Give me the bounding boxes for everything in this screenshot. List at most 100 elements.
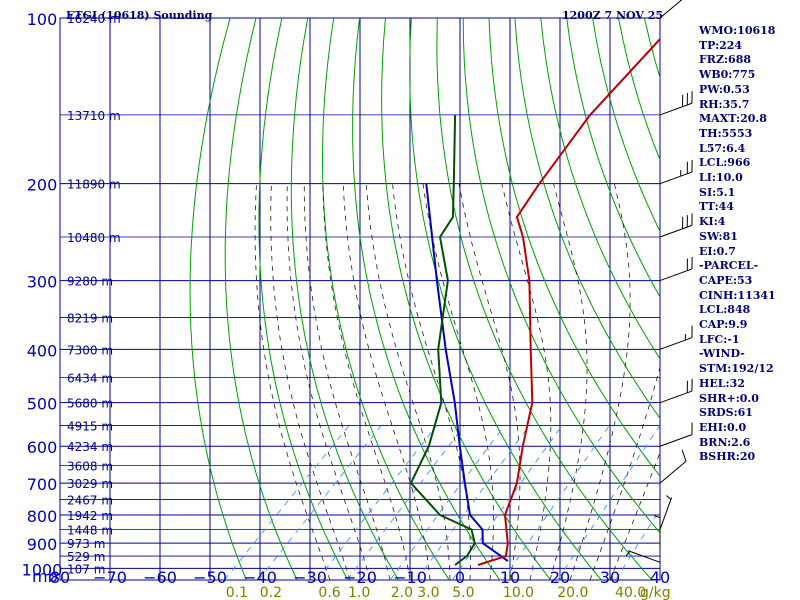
index-item: CINH:11341 bbox=[699, 288, 776, 302]
moist-adiabat bbox=[254, 183, 331, 580]
wind-barb-half-flag bbox=[679, 0, 682, 1]
dry-adiabat bbox=[258, 18, 349, 580]
wind-barb-staff bbox=[659, 171, 693, 185]
index-item: HEL:32 bbox=[699, 376, 745, 390]
wind-barb-staff bbox=[659, 434, 693, 447]
mixing-ratio-line bbox=[317, 425, 437, 580]
mixing-ratio-line bbox=[557, 425, 660, 580]
mixing-ratio-line bbox=[502, 425, 610, 580]
wind-barb-staff bbox=[659, 0, 683, 19]
dewpoint-profile-line bbox=[409, 114, 476, 566]
height-label: 3029 m bbox=[67, 477, 113, 491]
height-label: 10480 m bbox=[67, 231, 121, 245]
dry-adiabat bbox=[189, 18, 247, 580]
index-item: SHR+:0.0 bbox=[699, 391, 759, 405]
dry-adiabat bbox=[774, 18, 800, 580]
index-item: SRDS:61 bbox=[699, 406, 753, 420]
index-item: EHI:0.0 bbox=[699, 420, 747, 434]
dry-adiabat bbox=[290, 18, 399, 580]
index-item: LFC:-1 bbox=[699, 332, 740, 346]
moist-adiabat bbox=[270, 183, 351, 580]
wind-barb-half-flag bbox=[654, 515, 661, 519]
height-label: 8219 m bbox=[67, 311, 113, 325]
index-item: TP:224 bbox=[699, 38, 743, 52]
temperature-tick-label: −60 bbox=[143, 568, 177, 587]
dry-adiabat bbox=[409, 18, 602, 580]
pressure-tick-label: 700 bbox=[27, 475, 58, 494]
wind-barb-staff bbox=[659, 337, 693, 350]
height-label: 16240 m bbox=[67, 12, 121, 26]
wind-barb-half-flag bbox=[666, 495, 672, 500]
wind-barb-staff bbox=[659, 268, 693, 282]
temperature-tick-label: 80 bbox=[50, 568, 70, 587]
index-item: -WIND- bbox=[699, 347, 745, 361]
temperature-tick-label: −50 bbox=[193, 568, 227, 587]
index-item: LI:10.0 bbox=[699, 171, 743, 185]
wind-barb bbox=[659, 422, 693, 447]
axis-labels: 0.1 0.2 0.6 1.0 2.0 3.0 5.0 10.0 20.0 40.0g/kg100… bbox=[22, 10, 671, 600]
moist-adiabat bbox=[365, 183, 451, 580]
mixing-ratio-label: 1.0 bbox=[348, 585, 370, 600]
index-item: CAPE:53 bbox=[699, 273, 753, 287]
pressure-tick-label: 600 bbox=[27, 438, 58, 457]
mixing-units-label: g/kg bbox=[640, 585, 671, 600]
height-label: 11890 m bbox=[67, 178, 121, 192]
wind-barb bbox=[659, 495, 673, 530]
temperature-tick-label: −20 bbox=[343, 568, 377, 587]
temperature-tick-label: −70 bbox=[93, 568, 127, 587]
pressure-tick-label: 500 bbox=[27, 395, 58, 414]
height-label: 5680 m bbox=[67, 397, 113, 411]
pressure-tick-label: 800 bbox=[27, 507, 58, 526]
wind-barb-staff bbox=[659, 102, 693, 116]
moist-adiabat bbox=[458, 183, 521, 580]
moist-adiabat bbox=[609, 451, 660, 580]
parcel-profile-line bbox=[425, 183, 509, 562]
index-item: LCL:966 bbox=[699, 156, 751, 170]
index-item: CAP:9.9 bbox=[699, 318, 748, 332]
pressure-units-label: mb bbox=[32, 567, 58, 586]
moist-adiabat bbox=[286, 183, 371, 580]
moist-adiabat bbox=[501, 183, 552, 580]
plot-frame bbox=[59, 17, 661, 581]
moist-adiabat bbox=[303, 183, 391, 580]
index-item: SW:81 bbox=[699, 229, 738, 243]
index-item: SI:5.1 bbox=[699, 185, 736, 199]
mixing-ratio-label: 20.0 bbox=[557, 585, 588, 600]
height-label: 4915 m bbox=[67, 419, 113, 433]
dry-adiabat bbox=[514, 18, 660, 420]
index-item: STM:192/12 bbox=[699, 362, 774, 376]
moist-adiabat bbox=[422, 183, 494, 580]
height-label: 973 m bbox=[67, 537, 105, 551]
sounding-indices-list: WMO:10618 TP:224 FRZ:688 WB0:775 PW:0.53 RH:3… bbox=[699, 24, 776, 465]
height-label: 107 m bbox=[67, 562, 105, 576]
mixing-ratio-label: 3.0 bbox=[417, 585, 439, 600]
height-label: 3608 m bbox=[67, 459, 113, 473]
wind-barb-staff bbox=[659, 460, 687, 484]
dry-adiabat bbox=[321, 18, 450, 580]
wind-barb bbox=[654, 515, 661, 550]
moist-adiabat bbox=[342, 183, 431, 580]
mixing-ratio-line bbox=[346, 425, 465, 580]
wind-barb bbox=[625, 550, 661, 563]
mixing-ratio-label: 5.0 bbox=[452, 585, 474, 600]
dry-adiabat bbox=[488, 18, 660, 478]
temperature-tick-label: 40 bbox=[650, 568, 670, 587]
height-label: 9280 m bbox=[67, 275, 113, 289]
index-item: BSHR:20 bbox=[699, 450, 756, 464]
moist-adiabat bbox=[569, 183, 631, 580]
height-label: 6434 m bbox=[67, 371, 113, 385]
wind-barb bbox=[659, 213, 693, 238]
wind-barb bbox=[659, 160, 693, 185]
temperature-tick-label: 0 bbox=[455, 568, 465, 587]
height-label: 2467 m bbox=[67, 494, 113, 508]
wind-barb-half-flag bbox=[625, 551, 631, 557]
dry-adiabat bbox=[224, 18, 298, 580]
temperature-tick-label: −10 bbox=[393, 568, 427, 587]
moist-adiabat bbox=[589, 365, 660, 580]
pressure-tick-label: 200 bbox=[27, 176, 58, 195]
temperature-tick-label: 20 bbox=[550, 568, 570, 587]
wind-barbs bbox=[625, 0, 693, 563]
mixing-ratio-line bbox=[416, 425, 530, 580]
mixing-ratio-line bbox=[615, 508, 660, 580]
